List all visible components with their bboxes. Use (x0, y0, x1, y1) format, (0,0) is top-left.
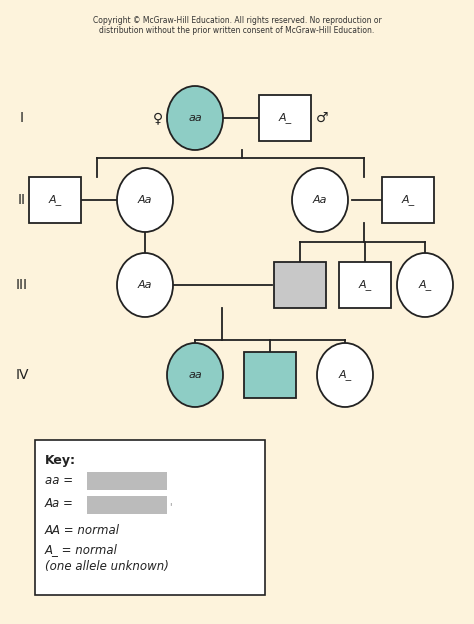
Bar (382, 177, 434, 223)
Bar (339, 262, 391, 308)
Text: I: I (20, 111, 24, 125)
Text: ♀: ♀ (153, 111, 163, 125)
Bar (87, 496, 167, 514)
Text: aa: aa (188, 113, 202, 123)
Ellipse shape (317, 343, 373, 407)
Bar (35, 440, 265, 595)
Text: A_: A_ (48, 195, 62, 205)
Ellipse shape (167, 343, 223, 407)
Bar (0, 30, 474, 460)
Text: III: III (16, 278, 28, 292)
Text: A_: A_ (401, 195, 415, 205)
Bar (259, 95, 311, 141)
Text: Aa: Aa (138, 280, 152, 290)
Text: aa: aa (188, 370, 202, 380)
Bar (87, 472, 167, 490)
Text: (one allele unknown): (one allele unknown) (45, 560, 169, 573)
Bar (29, 177, 81, 223)
Ellipse shape (117, 253, 173, 317)
Text: aa =: aa = (45, 474, 77, 487)
Text: II: II (18, 193, 26, 207)
Text: Key:: Key: (45, 454, 76, 467)
Text: AA = normal: AA = normal (45, 524, 120, 537)
Text: Aa: Aa (138, 195, 152, 205)
Ellipse shape (167, 86, 223, 150)
Bar (244, 352, 296, 398)
Text: Copyright © McGraw-Hill Education. All rights reserved. No reproduction or
distr: Copyright © McGraw-Hill Education. All r… (92, 16, 382, 36)
Text: A_: A_ (419, 280, 432, 290)
Text: A_ = normal: A_ = normal (45, 543, 118, 556)
Text: Aa: Aa (313, 195, 327, 205)
Text: ♂: ♂ (316, 111, 328, 125)
Text: A_: A_ (278, 112, 292, 124)
Bar (274, 262, 326, 308)
Ellipse shape (117, 168, 173, 232)
Ellipse shape (292, 168, 348, 232)
Text: Aa =: Aa = (45, 497, 78, 510)
Text: IV: IV (15, 368, 29, 382)
Text: A_: A_ (338, 369, 352, 381)
Text: ': ' (169, 502, 172, 512)
Ellipse shape (397, 253, 453, 317)
Text: A_: A_ (358, 280, 372, 290)
